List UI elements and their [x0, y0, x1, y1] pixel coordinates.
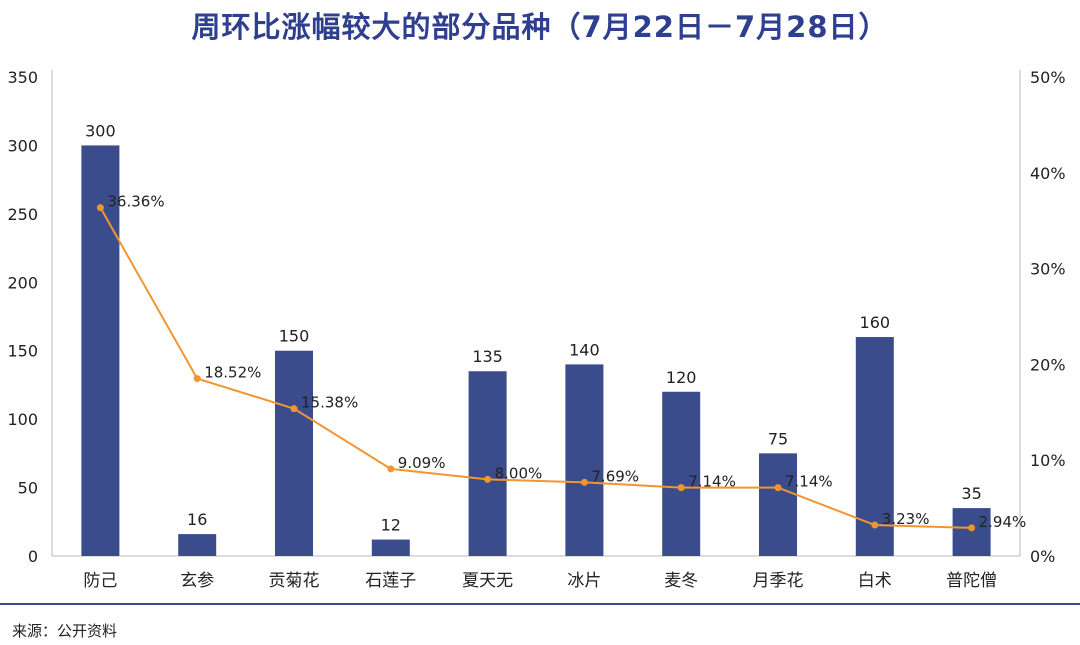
left-tick-label: 200	[7, 273, 38, 292]
category-label: 石莲子	[365, 571, 416, 591]
line-point	[290, 405, 298, 413]
category-label: 防己	[83, 571, 117, 591]
left-tick-label: 250	[7, 205, 38, 224]
bar	[952, 508, 991, 556]
bar-value-label: 160	[860, 313, 891, 332]
bar	[178, 534, 217, 556]
line-value-label: 7.14%	[688, 473, 736, 491]
line-value-label: 8.00%	[495, 464, 543, 482]
category-label: 冰片	[567, 571, 601, 591]
bar-value-label: 16	[187, 510, 207, 529]
left-tick-label: 0	[28, 547, 38, 566]
category-label: 月季花	[753, 571, 804, 591]
line-value-label: 36.36%	[107, 193, 164, 211]
right-tick-label: 50%	[1030, 68, 1066, 87]
category-label: 夏天无	[462, 571, 513, 591]
line-value-label: 9.09%	[398, 454, 446, 472]
right-tick-label: 10%	[1030, 451, 1066, 470]
bar	[565, 364, 604, 556]
line-point	[677, 484, 685, 492]
left-tick-label: 150	[7, 342, 38, 361]
category-label: 贡菊花	[269, 571, 320, 591]
line-point	[387, 465, 395, 473]
bar	[468, 371, 507, 556]
line-point	[96, 204, 104, 212]
line-value-label: 7.14%	[785, 473, 833, 491]
right-tick-label: 0%	[1030, 547, 1055, 566]
line-point	[774, 484, 782, 492]
bar-value-label: 150	[279, 327, 310, 346]
right-tick-label: 20%	[1030, 355, 1066, 374]
right-tick-label: 30%	[1030, 260, 1066, 279]
line-value-label: 18.52%	[204, 364, 261, 382]
line-value-label: 2.94%	[979, 513, 1027, 531]
category-label: 普陀僧	[946, 571, 997, 591]
bar-value-label: 35	[961, 484, 981, 503]
chart-title: 周环比涨幅较大的部分品种（7月22日－7月28日）	[191, 10, 889, 44]
divider	[0, 603, 1080, 605]
line-value-label: 3.23%	[882, 510, 930, 528]
line-point	[968, 524, 976, 532]
line-point	[871, 521, 879, 529]
bar	[662, 391, 701, 556]
right-tick-label: 40%	[1030, 164, 1066, 183]
source-note: 来源：公开资料	[12, 622, 118, 640]
left-tick-label: 100	[7, 410, 38, 429]
bar	[275, 350, 313, 556]
category-label: 麦冬	[664, 571, 698, 591]
bar-value-label: 12	[381, 516, 401, 535]
bar-value-label: 75	[768, 429, 788, 448]
line-point	[193, 375, 201, 383]
chart: 0 50 100 150 200 250 300 350 0% 10% 20% 30% 40% 50% 防己…	[7, 68, 1066, 591]
bar-value-label: 135	[472, 347, 503, 366]
bar-value-label: 300	[85, 121, 116, 140]
left-tick-label: 300	[7, 136, 38, 155]
line-value-label: 7.69%	[591, 467, 639, 485]
bar	[371, 539, 410, 556]
line-point	[580, 478, 588, 486]
bar	[759, 453, 797, 556]
left-tick-label: 350	[7, 68, 38, 87]
category-label: 白术	[858, 571, 892, 591]
bar-value-label: 140	[569, 340, 600, 359]
line-series	[99, 207, 972, 529]
bar-value-label: 120	[666, 368, 697, 387]
line-value-label: 15.38%	[301, 394, 358, 412]
left-tick-label: 50	[18, 479, 38, 498]
category-label: 玄参	[180, 571, 214, 591]
bar	[81, 145, 120, 556]
line-point	[484, 475, 492, 483]
